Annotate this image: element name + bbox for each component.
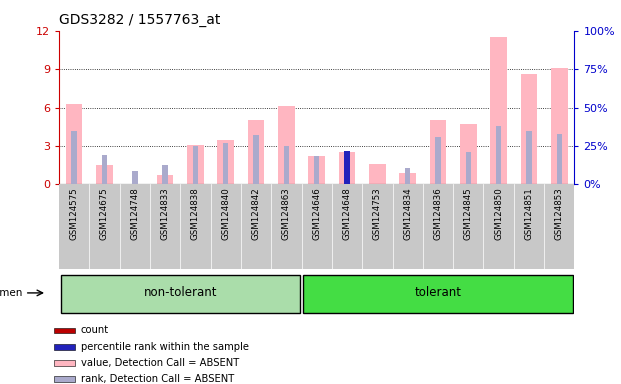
Bar xyxy=(496,126,501,184)
Text: GSM124845: GSM124845 xyxy=(464,187,473,240)
Bar xyxy=(526,131,532,184)
Bar xyxy=(55,328,75,333)
Bar xyxy=(162,165,168,184)
Text: GSM124833: GSM124833 xyxy=(161,187,170,240)
Text: GSM124850: GSM124850 xyxy=(494,187,503,240)
Bar xyxy=(284,146,289,184)
Bar xyxy=(303,275,573,313)
Bar xyxy=(253,135,259,184)
Bar xyxy=(132,171,137,184)
Bar xyxy=(66,104,83,184)
Bar xyxy=(430,120,446,184)
Text: GSM124753: GSM124753 xyxy=(373,187,382,240)
Text: GSM124853: GSM124853 xyxy=(555,187,564,240)
Text: GSM124842: GSM124842 xyxy=(252,187,261,240)
Bar xyxy=(102,155,107,184)
Text: GSM124840: GSM124840 xyxy=(221,187,230,240)
Text: tolerant: tolerant xyxy=(414,286,461,300)
Bar xyxy=(520,74,537,184)
Text: GSM124575: GSM124575 xyxy=(70,187,79,240)
Text: non-tolerant: non-tolerant xyxy=(143,286,217,300)
Text: specimen: specimen xyxy=(0,288,23,298)
Text: GSM124646: GSM124646 xyxy=(312,187,321,240)
Text: GSM124748: GSM124748 xyxy=(130,187,139,240)
Bar xyxy=(223,143,229,184)
Text: GSM124836: GSM124836 xyxy=(433,187,443,240)
Bar xyxy=(156,175,173,184)
Bar xyxy=(96,165,113,184)
Text: GSM124648: GSM124648 xyxy=(343,187,351,240)
Bar xyxy=(55,344,75,350)
Bar xyxy=(217,139,234,184)
Bar xyxy=(466,152,471,184)
Text: GSM124675: GSM124675 xyxy=(100,187,109,240)
Bar xyxy=(435,137,441,184)
Bar xyxy=(491,37,507,184)
Text: percentile rank within the sample: percentile rank within the sample xyxy=(81,342,249,352)
Bar xyxy=(338,152,355,184)
Bar xyxy=(344,152,350,184)
Bar xyxy=(278,106,295,184)
Bar xyxy=(193,146,198,184)
Text: rank, Detection Call = ABSENT: rank, Detection Call = ABSENT xyxy=(81,374,234,384)
Text: count: count xyxy=(81,326,109,336)
Bar xyxy=(248,120,265,184)
Bar xyxy=(460,124,477,184)
Text: GSM124863: GSM124863 xyxy=(282,187,291,240)
Bar xyxy=(344,151,350,184)
Text: GSM124851: GSM124851 xyxy=(525,187,533,240)
Text: GDS3282 / 1557763_at: GDS3282 / 1557763_at xyxy=(59,13,220,27)
Bar xyxy=(55,376,75,382)
Bar xyxy=(60,275,300,313)
Bar xyxy=(556,134,562,184)
Bar xyxy=(55,360,75,366)
Text: value, Detection Call = ABSENT: value, Detection Call = ABSENT xyxy=(81,358,239,368)
Bar xyxy=(187,145,204,184)
Text: GSM124834: GSM124834 xyxy=(403,187,412,240)
Bar xyxy=(71,131,77,184)
Bar xyxy=(551,68,568,184)
Bar xyxy=(369,164,386,184)
Bar xyxy=(399,173,416,184)
Text: GSM124838: GSM124838 xyxy=(191,187,200,240)
Bar xyxy=(309,156,325,184)
Bar xyxy=(314,156,319,184)
Bar xyxy=(405,168,410,184)
